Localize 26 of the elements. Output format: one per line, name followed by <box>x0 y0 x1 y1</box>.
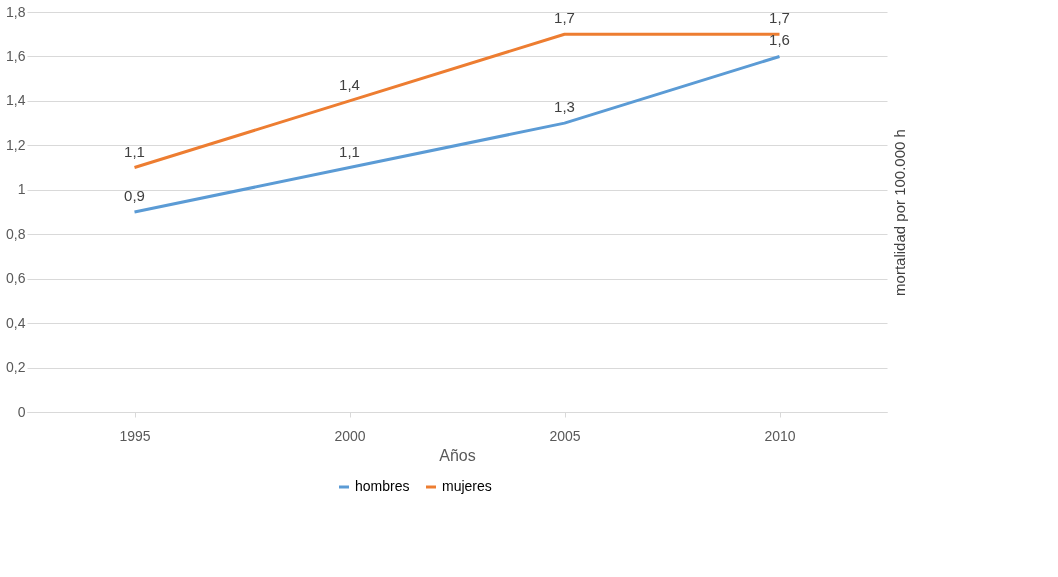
x-tick-label: 2005 <box>549 427 581 444</box>
legend-label: mujeres <box>442 478 492 494</box>
data-label: 1,3 <box>554 98 575 116</box>
data-label: 1,7 <box>769 9 790 27</box>
data-label: 1,1 <box>339 142 360 160</box>
x-axis-title: Años <box>439 446 476 464</box>
x-tick-label: 1995 <box>119 427 151 444</box>
data-label: 1,1 <box>124 142 145 160</box>
y-tick-label: 1,8 <box>6 3 26 20</box>
x-tick-label: 2000 <box>334 427 366 444</box>
data-label: 1,7 <box>554 9 575 27</box>
y-tick-label: 0,2 <box>6 359 26 376</box>
legend-label: hombres <box>355 478 410 494</box>
y-tick-label: 1 <box>17 181 26 198</box>
y-tick-label: 1,2 <box>6 136 26 153</box>
data-label: 0,9 <box>124 187 145 204</box>
y-tick-label: 0,8 <box>6 225 26 242</box>
y-tick-label: 1,6 <box>6 47 26 64</box>
y-axis-title: mortalidad por 100.000 h <box>890 129 908 296</box>
x-tick-label: 2010 <box>764 427 796 444</box>
y-tick-label: 0,6 <box>6 270 26 287</box>
y-tick-label: 1,4 <box>6 92 26 109</box>
data-label: 1,6 <box>769 31 790 49</box>
data-label: 1,4 <box>339 75 360 93</box>
y-tick-label: 0 <box>17 403 26 420</box>
y-tick-label: 0,4 <box>6 314 26 331</box>
